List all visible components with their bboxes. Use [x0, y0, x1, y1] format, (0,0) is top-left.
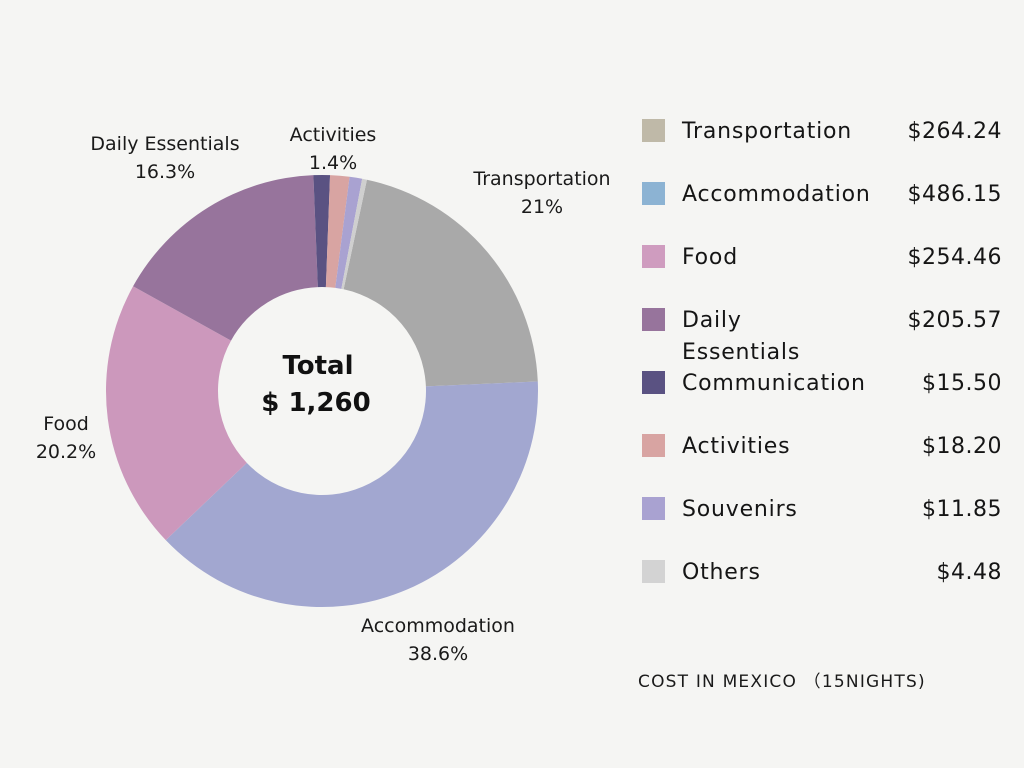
slice-communication: [313, 175, 331, 288]
chart-center-total: $ 1,260: [261, 388, 370, 418]
legend-item-transportation: Transportation $264.24: [640, 112, 1010, 175]
legend-value: $11.85: [922, 497, 1002, 522]
slice-label-daily-essentials: Daily Essentials: [90, 133, 239, 155]
legend-item-food: Food $254.46: [640, 238, 1010, 301]
slice-pct-food: 20.2%: [36, 441, 96, 463]
slice-label-food: Food: [43, 413, 89, 435]
legend-label: Souvenirs: [682, 497, 798, 522]
legend-label: Communication: [682, 371, 866, 396]
legend-label: Food: [682, 245, 738, 270]
legend-label: Others: [682, 560, 761, 585]
legend-item-others: Others $4.48: [640, 553, 1010, 616]
legend-value: $18.20: [922, 434, 1002, 459]
slice-food: [105, 286, 247, 541]
slice-daily-essentials: [133, 175, 318, 341]
slice-accommodation: [165, 381, 538, 607]
slice-pct-accommodation: 38.6%: [408, 643, 468, 665]
legend-swatch: [642, 308, 665, 331]
slice-pct-transportation: 21%: [521, 196, 563, 218]
legend-value: $486.15: [907, 182, 1002, 207]
legend-value: $254.46: [907, 245, 1002, 270]
legend-value: $15.50: [922, 371, 1002, 396]
legend-swatch: [642, 371, 665, 394]
legend-swatch: [642, 434, 665, 457]
slice-label-transportation: Transportation: [472, 168, 610, 190]
legend-swatch: [642, 245, 665, 268]
donut-slices: [105, 175, 538, 607]
legend-swatch: [642, 119, 665, 142]
legend-value: $205.57: [907, 308, 1002, 333]
chart-center-title: Total: [282, 351, 353, 381]
legend-item-communication: Communication $15.50: [640, 364, 1010, 427]
legend-label: Transportation: [682, 119, 853, 144]
slice-transportation: [343, 179, 538, 387]
legend-label: Accommodation: [682, 182, 871, 207]
legend-value: $264.24: [907, 119, 1002, 144]
legend: Transportation $264.24 Accommodation $486.1…: [640, 112, 1010, 616]
legend-label: Daily Essentials: [682, 308, 801, 365]
slice-pct-daily-essentials: 16.3%: [135, 161, 195, 183]
legend-swatch: [642, 182, 665, 205]
slice-label-activities: Activities: [290, 124, 377, 146]
slice-labels: Transportation 21% Accommodation 38.6% Food 2…: [36, 124, 611, 665]
legend-swatch: [642, 560, 665, 583]
slice-activities: [325, 175, 350, 288]
slice-label-accommodation: Accommodation: [361, 615, 515, 637]
slice-others: [341, 178, 367, 290]
legend-item-souvenirs: Souvenirs $11.85: [640, 490, 1010, 553]
legend-item-accommodation: Accommodation $486.15: [640, 175, 1010, 238]
slice-souvenirs: [335, 176, 363, 289]
chart-footnote: COST IN MEXICO （15NIGHTS): [638, 672, 926, 692]
legend-item-activities: Activities $18.20: [640, 427, 1010, 490]
legend-swatch: [642, 497, 665, 520]
legend-value: $4.48: [936, 560, 1002, 585]
legend-label: Activities: [682, 434, 791, 459]
slice-pct-activities: 1.4%: [309, 152, 357, 174]
legend-item-daily-essentials: Daily Essentials $205.57: [640, 301, 1010, 365]
